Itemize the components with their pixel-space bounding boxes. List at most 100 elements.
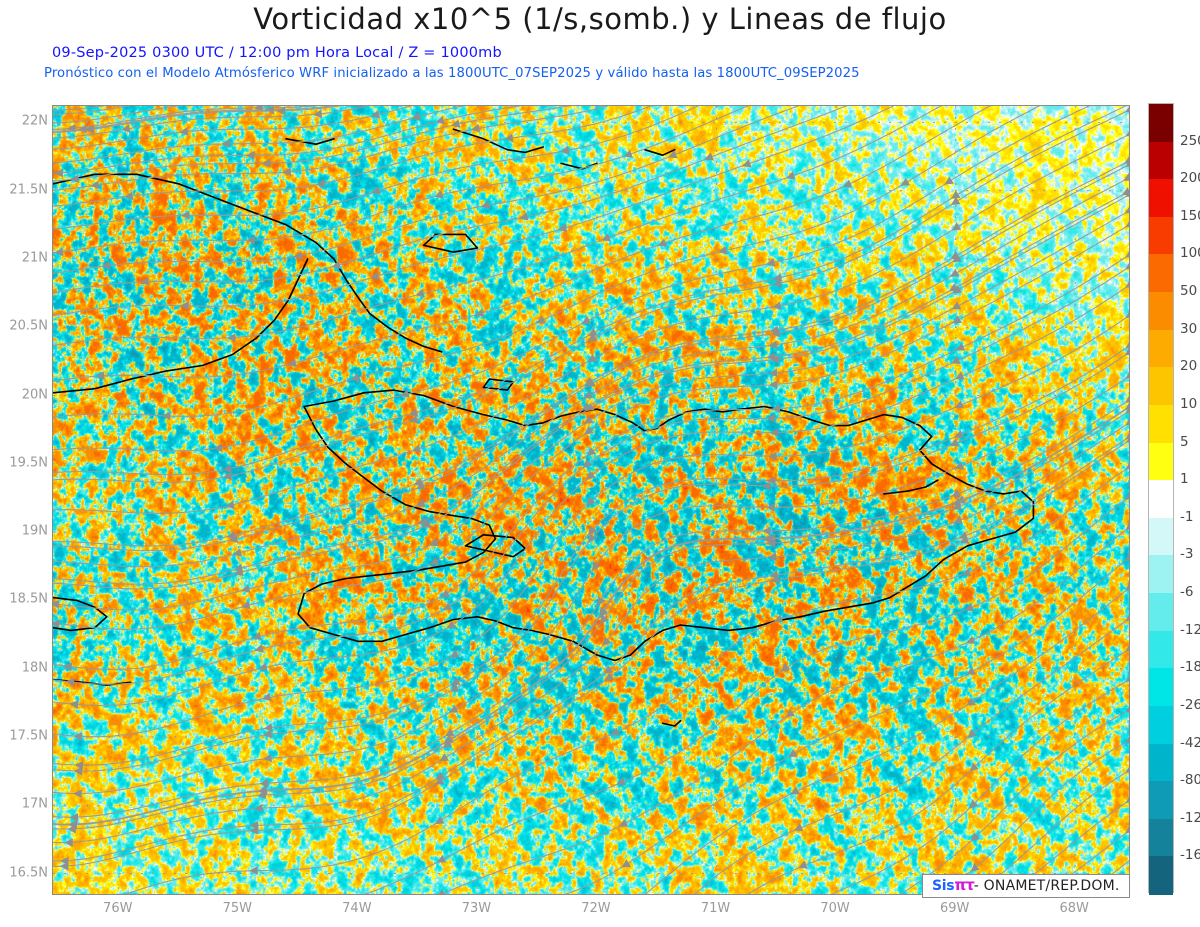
streamline [53, 406, 1129, 825]
coastline [285, 138, 335, 145]
streamline-arrow-icon [955, 342, 966, 351]
streamline [53, 106, 1090, 452]
streamline-arrow-icon [966, 697, 976, 706]
streamline-arrow-icon [445, 728, 455, 737]
streamline-arrow-icon [282, 167, 292, 177]
streamline-arrow-icon [969, 762, 979, 772]
streamline-arrow-icon [1125, 279, 1129, 288]
longitude-tick-label: 74W [342, 901, 372, 916]
streamline-arrow-icon [742, 159, 752, 168]
streamline [53, 133, 1129, 514]
streamline-arrow-icon [124, 191, 134, 201]
streamline-arrow-icon [587, 333, 598, 342]
streamline-arrow-icon [161, 411, 171, 421]
streamline-arrow-icon [450, 683, 460, 692]
streamline-arrow-icon [586, 447, 597, 456]
colorbar-tick-label: 200 [1180, 170, 1200, 187]
colorbar-segment [1149, 818, 1173, 857]
valid-time-subtitle: 09-Sep-2025 0300 UTC / 12:00 pm Hora Loc… [52, 45, 502, 61]
streamline-arrow-icon [370, 271, 380, 280]
streamline-arrow-icon [331, 260, 341, 270]
streamline-arrow-icon [959, 535, 970, 544]
streamline-arrow-icon [225, 500, 235, 510]
streamline-arrow-icon [1122, 187, 1129, 196]
colorbar-segment [1149, 442, 1173, 481]
streamline-arrow-icon [258, 662, 268, 672]
streamline-arrow-icon [768, 368, 778, 378]
streamline-arrow-icon [257, 790, 267, 800]
streamline [53, 266, 1129, 685]
streamline-arrow-icon [961, 568, 972, 577]
streamline [53, 106, 848, 294]
streamline-arrow-icon [1125, 340, 1129, 349]
streamline-arrow-icon [1125, 401, 1129, 410]
streamline-arrow-icon [954, 461, 965, 470]
streamline-arrow-icon [969, 799, 979, 809]
colorbar-segment [1149, 630, 1173, 669]
streamline-arrow-icon [602, 636, 612, 646]
streamline-arrow-icon [1125, 417, 1129, 426]
coastline [297, 389, 1035, 662]
streamline-arrow-icon [504, 133, 514, 143]
streamline-arrow-icon [587, 354, 597, 362]
streamline-arrow-icon [761, 526, 771, 536]
colorbar-tick-label: 50 [1180, 283, 1198, 300]
streamline-arrow-icon [1125, 261, 1129, 270]
streamline-arrow-icon [1125, 394, 1129, 403]
latitude-tick-label: 16.5N [9, 865, 48, 880]
streamline-arrow-icon [400, 389, 410, 398]
streamline [830, 679, 1129, 894]
streamline-arrow-icon [1125, 764, 1129, 773]
colorbar-segment [1149, 141, 1173, 180]
streamline-arrow-icon [785, 708, 795, 718]
colorbar-segment [1149, 781, 1173, 820]
streamline-arrow-icon [588, 525, 597, 536]
streamline-arrow-icon [254, 644, 264, 653]
colorbar-tick-label: -1 [1180, 508, 1194, 525]
streamline-arrow-icon [583, 390, 594, 399]
colorbar-tick-label: -3 [1180, 546, 1194, 563]
streamline-arrow-icon [965, 635, 976, 644]
streamline-arrow-icon [952, 502, 962, 511]
streamline-arrow-icon [798, 860, 808, 869]
streamline-arrow-icon [293, 251, 303, 260]
streamline-arrow-icon [769, 428, 779, 437]
colorbar-tick-label: -120 [1180, 809, 1200, 826]
streamline-arrow-icon [772, 301, 782, 310]
streamline-arrow-icon [440, 589, 451, 597]
streamline-arrow-icon [519, 212, 529, 221]
latitude-tick-label: 18N [21, 660, 48, 676]
streamline-arrow-icon [451, 119, 461, 128]
streamline-arrow-icon [581, 316, 592, 324]
streamline-arrow-icon [582, 459, 593, 468]
streamline-group [53, 106, 1129, 894]
streamline [53, 194, 1129, 590]
streamline-arrow-icon [1125, 309, 1129, 319]
streamline-arrow-icon [95, 371, 105, 380]
streamline-arrow-icon [249, 825, 259, 835]
streamline-arrow-icon [416, 499, 426, 508]
colorbar-segment [1149, 517, 1173, 557]
streamline-arrow-icon [1125, 704, 1129, 713]
colorbar-tick-label: 1 [1180, 471, 1189, 488]
streamline [53, 254, 1129, 671]
streamline-arrow-icon [443, 735, 454, 744]
colorbar-tick-label: -26 [1180, 696, 1200, 713]
streamline-arrow-icon [53, 599, 60, 609]
colorbar-tick-label: 5 [1180, 433, 1189, 450]
streamline-arrow-icon [770, 575, 780, 584]
streamline-arrow-icon [411, 112, 421, 121]
streamline-arrow-icon [1125, 461, 1129, 470]
streamline-arrow-icon [223, 471, 233, 481]
streamline-arrow-icon [73, 732, 83, 741]
streamline [1008, 799, 1129, 894]
streamline-arrow-icon [954, 400, 965, 409]
colorbar-segment [1149, 555, 1173, 594]
streamline-arrow-icon [1125, 405, 1129, 414]
streamline-arrow-icon [449, 704, 459, 713]
streamline-arrow-icon [768, 340, 778, 350]
streamline-arrow-icon [1125, 794, 1129, 804]
colorbar-segment [1149, 668, 1173, 707]
streamline-arrow-icon [954, 430, 964, 439]
